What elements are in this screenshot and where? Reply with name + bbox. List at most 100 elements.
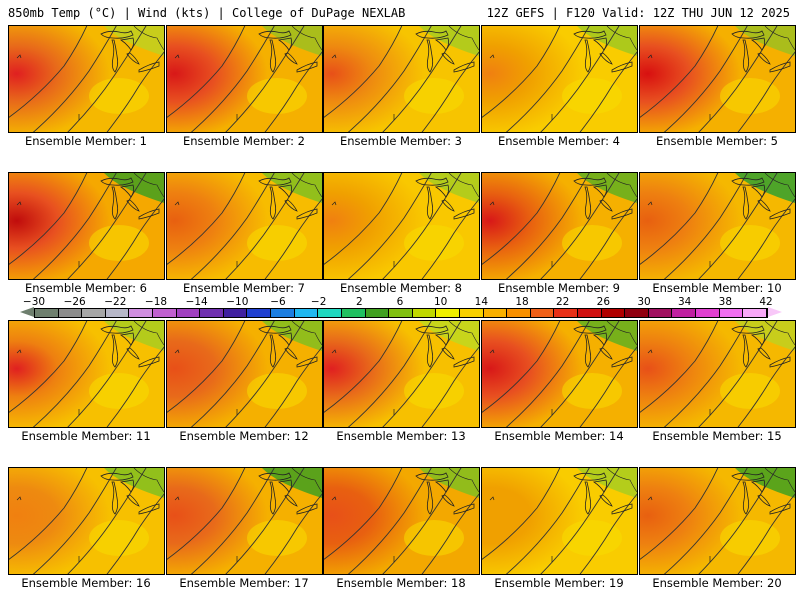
coastline	[133, 321, 164, 346]
temperature-map	[640, 321, 795, 427]
lake-outline	[599, 494, 613, 507]
ensemble-map-panel[interactable]	[8, 172, 165, 280]
lake-outline	[415, 325, 449, 334]
lake-outline	[296, 208, 318, 220]
lake-outline	[111, 334, 119, 368]
lake-outline	[426, 186, 434, 220]
temperature-map	[167, 321, 322, 427]
isotherm-contour	[190, 26, 275, 132]
isotherm-contour	[482, 321, 561, 413]
colorbar-tick-label: −2	[310, 296, 327, 308]
ensemble-map-panel[interactable]	[166, 25, 323, 133]
lake-outline	[434, 37, 450, 51]
colorbar-segment	[153, 309, 177, 317]
wind-barb	[489, 201, 495, 206]
lake-outline	[258, 472, 292, 481]
isotherm-contour	[167, 26, 246, 118]
lake-outline	[119, 37, 135, 51]
ensemble-map-panel[interactable]	[639, 25, 796, 133]
lake-outline	[599, 347, 613, 360]
isotherm-contour	[225, 321, 305, 427]
warm-region	[404, 78, 464, 114]
isotherm-contour	[324, 468, 403, 560]
coastline	[764, 321, 795, 346]
colorbar-segment	[459, 309, 484, 317]
warm-region	[404, 373, 464, 409]
isotherm-contour	[640, 468, 719, 560]
lake-outline	[453, 503, 475, 515]
ensemble-map-panel[interactable]	[166, 320, 323, 428]
ensemble-map-panel[interactable]	[481, 467, 638, 575]
lake-outline	[284, 52, 298, 65]
colorbar-tick-label: −10	[226, 296, 249, 308]
isotherm-contour	[190, 321, 275, 427]
isotherm-contour	[737, 51, 795, 132]
colorbar-tick-label: −30	[22, 296, 46, 308]
temperature-colorbar: −30 −26 −22 −18 −14 −10 −6 −2 2 6 10 14 18 22 26 30 34 38…	[0, 296, 800, 320]
colorbar-tick-label: 22	[555, 296, 570, 308]
lake-outline	[453, 61, 475, 73]
colorbar-segment	[129, 309, 154, 317]
lake-outline	[750, 184, 766, 198]
colorbar-segment	[601, 309, 626, 317]
ensemble-map-panel[interactable]	[8, 467, 165, 575]
ensemble-map-panel[interactable]	[481, 320, 638, 428]
isotherm-contour	[421, 51, 479, 132]
lake-outline	[441, 199, 455, 212]
lake-outline	[573, 177, 607, 186]
lake-outline	[126, 52, 140, 65]
lake-outline	[592, 479, 608, 493]
warm-region	[720, 225, 780, 261]
ensemble-map-panel[interactable]	[481, 25, 638, 133]
coastline	[133, 468, 164, 493]
isotherm-contour	[167, 321, 246, 413]
temperature-map	[482, 468, 637, 574]
lake-outline	[757, 494, 771, 507]
colorbar-segment	[672, 309, 697, 317]
coastline	[291, 26, 322, 51]
ensemble-map-panel[interactable]	[639, 320, 796, 428]
ensemble-map-panel[interactable]	[166, 172, 323, 280]
isotherm-contour	[190, 173, 275, 279]
isotherm-contour	[67, 173, 147, 279]
warm-region	[247, 225, 307, 261]
isotherm-contour	[579, 51, 637, 132]
lake-outline	[573, 325, 607, 334]
isotherm-contour	[737, 346, 795, 427]
ensemble-map-panel[interactable]	[323, 320, 480, 428]
lake-outline	[434, 184, 450, 198]
lake-outline	[592, 184, 608, 198]
isotherm-contour	[640, 173, 719, 265]
wind-barb	[489, 54, 495, 59]
temperature-map	[9, 173, 164, 279]
ensemble-map-panel[interactable]	[323, 25, 480, 133]
lake-outline	[138, 356, 160, 368]
isotherm-contour	[106, 493, 164, 574]
temperature-map	[9, 26, 164, 132]
ensemble-map-panel[interactable]	[481, 172, 638, 280]
lake-outline	[573, 472, 607, 481]
ensemble-map-panel[interactable]	[639, 172, 796, 280]
colorbar-tick-label: −18	[144, 296, 168, 308]
lake-outline	[453, 208, 475, 220]
ensemble-member-caption: Ensemble Member: 7	[183, 281, 305, 295]
coastline	[764, 173, 795, 198]
ensemble-map-panel[interactable]	[639, 467, 796, 575]
lake-outline	[296, 503, 318, 515]
lake-outline	[750, 479, 766, 493]
isotherm-contour	[9, 321, 88, 413]
ensemble-map-panel[interactable]	[166, 467, 323, 575]
ensemble-map-panel[interactable]	[323, 467, 480, 575]
ensemble-map-panel[interactable]	[8, 320, 165, 428]
warm-region	[89, 520, 149, 556]
isotherm-contour	[382, 468, 462, 574]
temperature-map	[167, 26, 322, 132]
ensemble-map-panel[interactable]	[323, 172, 480, 280]
coastline	[606, 468, 637, 493]
isotherm-contour	[32, 468, 117, 574]
ensemble-map-panel[interactable]	[8, 25, 165, 133]
map-title: 850mb Temp (°C) | Wind (kts) | College o…	[8, 6, 406, 20]
wind-barb	[331, 496, 337, 501]
isotherm-contour	[640, 26, 719, 118]
warm-region	[247, 520, 307, 556]
